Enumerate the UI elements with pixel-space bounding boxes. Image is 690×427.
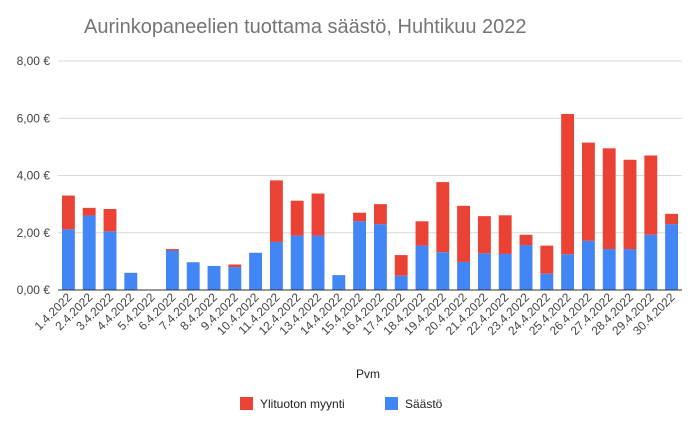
bar-saasto xyxy=(228,267,242,290)
y-axis-tick-labels: 0,00 € 2,00 € 4,00 € 6,00 € 8,00 € xyxy=(17,54,51,297)
bar-ylituoton-myynti xyxy=(103,208,117,232)
bar-ylituoton-myynti xyxy=(228,264,242,268)
bar-ylituoton-myynti xyxy=(498,215,512,254)
bar-ylituoton-myynti xyxy=(644,155,658,235)
bar-ylituoton-myynti xyxy=(519,234,533,246)
bar-saasto xyxy=(436,252,450,290)
legend-swatch xyxy=(385,397,398,410)
bar-saasto xyxy=(61,229,75,290)
legend-label: Ylituoton myynti xyxy=(260,397,345,411)
bar-saasto xyxy=(498,253,512,290)
bar-saasto xyxy=(103,231,117,290)
bar-saasto xyxy=(269,241,283,290)
bar-saasto xyxy=(665,224,679,290)
bar-ylituoton-myynti xyxy=(311,193,325,236)
bar-ylituoton-myynti xyxy=(561,113,575,255)
bars xyxy=(61,113,679,290)
bar-saasto xyxy=(602,249,616,290)
bar-saasto xyxy=(186,262,200,290)
bar-ylituoton-myynti xyxy=(540,245,554,274)
legend-label: Säästö xyxy=(405,397,443,411)
bar-saasto xyxy=(581,240,595,290)
bar-saasto xyxy=(540,273,554,290)
bar-saasto xyxy=(644,234,658,290)
bar-ylituoton-myynti xyxy=(394,255,408,276)
bar-saasto xyxy=(82,215,96,290)
bar-saasto xyxy=(290,235,304,290)
bar-saasto xyxy=(373,224,387,290)
bar-ylituoton-myynti xyxy=(61,195,75,230)
bar-saasto xyxy=(519,245,533,290)
bar-ylituoton-myynti xyxy=(165,249,179,251)
bar-ylituoton-myynti xyxy=(269,180,283,242)
bar-ylituoton-myynti xyxy=(290,200,304,236)
bar-saasto xyxy=(332,275,346,290)
y-tick-label: 2,00 € xyxy=(17,226,51,240)
bar-ylituoton-myynti xyxy=(457,205,471,262)
bar-saasto xyxy=(124,272,138,290)
bar-saasto xyxy=(165,250,179,290)
bar-ylituoton-myynti xyxy=(415,221,429,246)
bar-saasto xyxy=(415,245,429,290)
bar-saasto xyxy=(249,252,263,290)
bar-ylituoton-myynti xyxy=(477,216,491,254)
y-tick-label: 8,00 € xyxy=(17,54,51,68)
gridlines xyxy=(58,60,682,234)
y-tick-label: 0,00 € xyxy=(17,283,51,297)
bar-saasto xyxy=(353,221,367,290)
chart-title: Aurinkopaneelien tuottama säästö, Huhtik… xyxy=(84,16,527,38)
x-axis-tick-labels: 1.4.20222.4.20223.4.20224.4.20225.4.2022… xyxy=(32,290,678,338)
bar-saasto xyxy=(477,253,491,290)
bar-ylituoton-myynti xyxy=(373,204,387,225)
legend-swatch xyxy=(240,397,253,410)
bar-ylituoton-myynti xyxy=(581,142,595,241)
bar-ylituoton-myynti xyxy=(623,159,637,250)
x-axis-title: Pvm xyxy=(356,367,380,381)
bar-ylituoton-myynti xyxy=(353,212,367,222)
bar-ylituoton-myynti xyxy=(82,207,96,216)
y-tick-label: 4,00 € xyxy=(17,169,51,183)
bar-ylituoton-myynti xyxy=(436,182,450,253)
bar-saasto xyxy=(623,249,637,290)
bar-saasto xyxy=(394,275,408,290)
bar-saasto xyxy=(207,265,221,290)
legend: Ylituoton myynti Säästö xyxy=(240,397,443,411)
bar-ylituoton-myynti xyxy=(602,148,616,250)
bar-saasto xyxy=(311,235,325,290)
bar-ylituoton-myynti xyxy=(665,213,679,225)
bar-saasto xyxy=(457,261,471,290)
bar-saasto xyxy=(561,254,575,290)
y-tick-label: 6,00 € xyxy=(17,111,51,125)
